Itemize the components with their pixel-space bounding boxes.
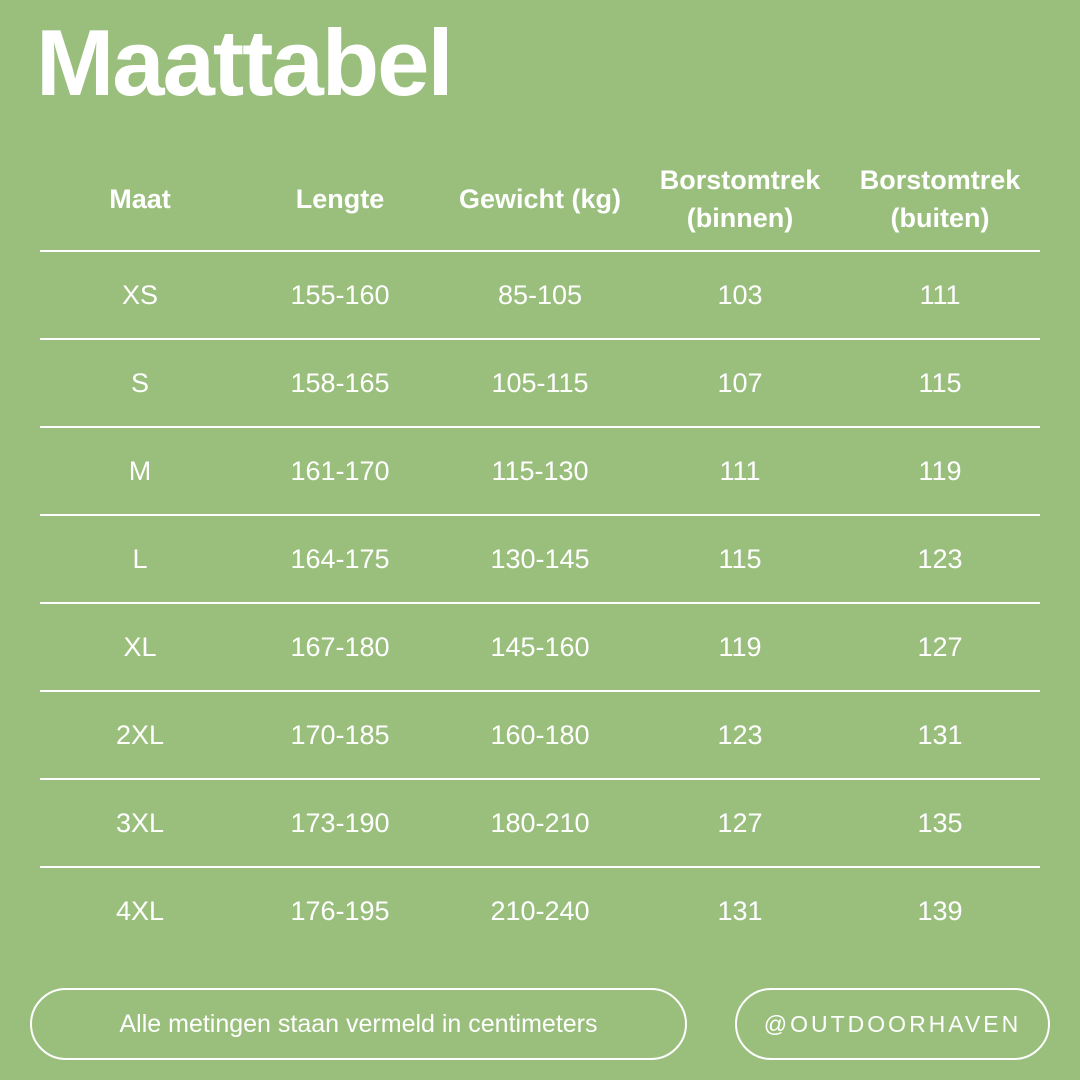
cell-size: 2XL: [115, 719, 165, 750]
cell-size: 4XL: [115, 895, 165, 926]
cell-size: S: [130, 367, 149, 398]
table-row: L 164-175 130-145 115 123: [40, 514, 1040, 602]
page-title: Maattabel: [36, 10, 454, 115]
brand-handle-pill: @OUTDOORHAVEN: [735, 988, 1050, 1060]
cell-borst-binnen: 123: [717, 719, 763, 750]
cell-size: 3XL: [115, 807, 165, 838]
cell-gewicht: 160-180: [490, 719, 590, 750]
cell-lengte: 173-190: [290, 807, 390, 838]
cell-borst-buiten: 139: [917, 895, 963, 926]
column-header-maat: Maat: [109, 184, 171, 215]
table-row: 4XL 176-195 210-240 131 139: [40, 866, 1040, 954]
table-row: XS 155-160 85-105 103 111: [40, 250, 1040, 338]
cell-borst-buiten: 135: [917, 807, 963, 838]
table-row: 3XL 173-190 180-210 127 135: [40, 778, 1040, 866]
cell-borst-buiten: 127: [917, 631, 963, 662]
cell-gewicht: 180-210: [490, 807, 590, 838]
cell-lengte: 170-185: [290, 719, 390, 750]
cell-gewicht: 115-130: [491, 455, 589, 486]
cell-borst-buiten: 131: [917, 719, 963, 750]
cell-lengte: 176-195: [290, 895, 390, 926]
cell-size: L: [132, 543, 148, 574]
column-header-borst-buiten: Borstomtrek (buiten): [859, 165, 1021, 233]
size-table: Maat Lengte Gewicht (kg) Borstomtrek (bi…: [40, 162, 1040, 954]
cell-borst-buiten: 119: [918, 455, 962, 486]
table-row: M 161-170 115-130 111 119: [40, 426, 1040, 514]
column-header-lengte: Lengte: [295, 184, 385, 215]
table-row: S 158-165 105-115 107 115: [40, 338, 1040, 426]
cell-borst-binnen: 131: [717, 895, 763, 926]
cell-size: XS: [121, 279, 159, 310]
cell-borst-binnen: 115: [718, 543, 762, 574]
column-header-borst-binnen: Borstomtrek (binnen): [659, 165, 821, 233]
cell-borst-buiten: 123: [917, 543, 963, 574]
cell-lengte: 158-165: [290, 367, 390, 398]
column-header-gewicht: Gewicht (kg): [458, 184, 621, 215]
cell-size: XL: [123, 631, 157, 662]
footer: Alle metingen staan vermeld in centimete…: [30, 988, 1050, 1060]
cell-borst-binnen: 107: [717, 367, 763, 398]
table-row: XL 167-180 145-160 119 127: [40, 602, 1040, 690]
cell-lengte: 161-170: [290, 455, 390, 486]
cell-size: M: [128, 455, 152, 486]
cell-gewicht: 130-145: [490, 543, 590, 574]
cell-lengte: 155-160: [290, 279, 390, 310]
cell-borst-buiten: 111: [919, 279, 961, 310]
cell-borst-binnen: 127: [717, 807, 763, 838]
cell-lengte: 167-180: [290, 631, 390, 662]
cell-gewicht: 105-115: [491, 367, 589, 398]
cell-borst-binnen: 103: [717, 279, 763, 310]
cell-gewicht: 85-105: [497, 279, 583, 310]
cell-lengte: 164-175: [290, 543, 390, 574]
table-header-row: Maat Lengte Gewicht (kg) Borstomtrek (bi…: [40, 162, 1040, 250]
cell-gewicht: 210-240: [490, 895, 590, 926]
cell-gewicht: 145-160: [490, 631, 590, 662]
brand-handle-text: @OUTDOORHAVEN: [763, 1010, 1022, 1037]
cell-borst-binnen: 111: [719, 455, 761, 486]
cell-borst-binnen: 119: [718, 631, 762, 662]
measurement-note-text: Alle metingen staan vermeld in centimete…: [119, 1009, 598, 1038]
table-row: 2XL 170-185 160-180 123 131: [40, 690, 1040, 778]
cell-borst-buiten: 115: [918, 367, 962, 398]
measurement-note-pill: Alle metingen staan vermeld in centimete…: [30, 988, 687, 1060]
